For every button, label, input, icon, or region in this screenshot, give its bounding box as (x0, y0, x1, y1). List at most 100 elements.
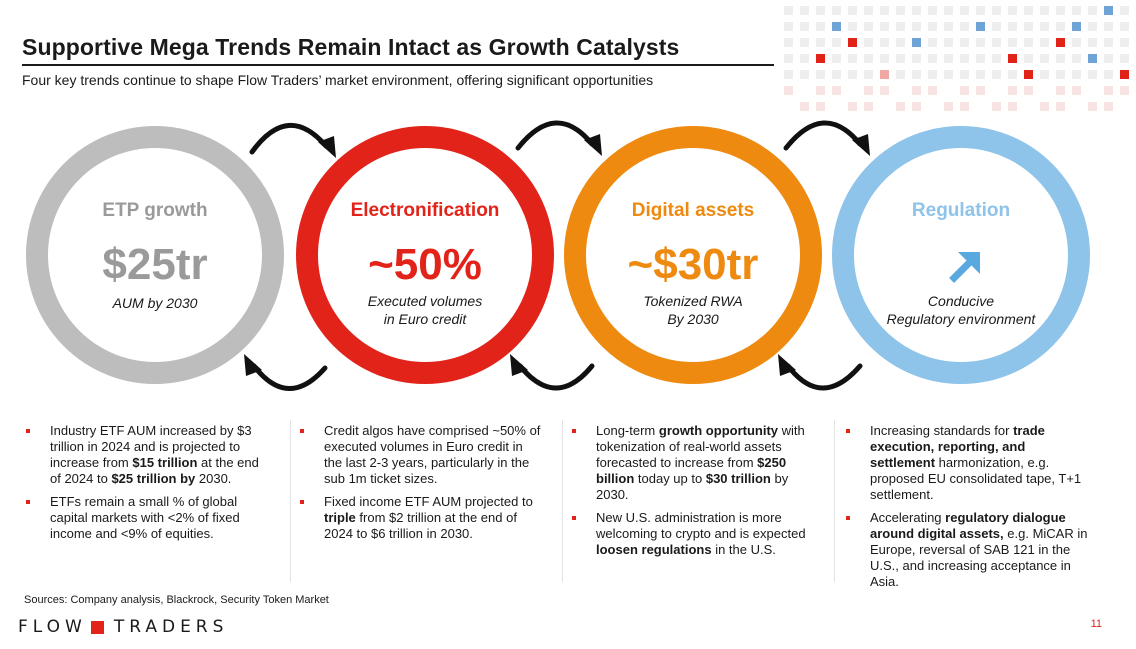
arrow-up-right-icon (949, 252, 980, 283)
bullet-column-regulation: Increasing standards for trade execution… (844, 423, 1089, 597)
bullet-text: today up to (634, 471, 706, 486)
bullet-bold-text: $250 billion (596, 455, 787, 486)
deco-pixel (960, 70, 969, 79)
deco-pixel (880, 70, 889, 79)
bullet-text: Long-term (596, 423, 659, 438)
deco-pixel (1040, 70, 1049, 79)
bullet-item: Credit algos have comprised ~50% of exec… (298, 423, 543, 487)
deco-pixel (1104, 22, 1113, 31)
trend-desc-line: Regulatory environment (886, 311, 1036, 327)
deco-pixel (880, 38, 889, 47)
deco-pixel (1120, 70, 1129, 79)
deco-pixel (1024, 22, 1033, 31)
bullet-item: Accelerating regulatory dialogue around … (844, 510, 1089, 590)
deco-pixel (960, 22, 969, 31)
deco-pixel (1024, 86, 1033, 95)
deco-pixel (816, 54, 825, 63)
bullet-text: harmonization, e.g. proposed EU consolid… (870, 455, 1082, 502)
deco-pixel (1088, 70, 1097, 79)
deco-pixel (944, 22, 953, 31)
trend-desc-line: in Euro credit (383, 311, 467, 327)
deco-pixel (1120, 38, 1129, 47)
page-subtitle: Four key trends continue to shape Flow T… (22, 72, 654, 88)
trend-label-regulation: Regulation (911, 200, 1011, 221)
deco-pixel (1072, 70, 1081, 79)
deco-pixel (912, 38, 921, 47)
trend-desc-line: AUM by 2030 (112, 295, 198, 311)
deco-pixel (896, 102, 905, 111)
deco-pixel (1040, 38, 1049, 47)
deco-pixel (912, 6, 921, 15)
cycle-arrow-top-2 (515, 120, 595, 151)
trend-circles (26, 120, 1090, 391)
bullet-text: Increasing standards for (870, 423, 1014, 438)
deco-pixel (944, 102, 953, 111)
bullet-text: Industry ETF AUM increased by $3 trillio… (50, 423, 252, 470)
digital-assets-ring (564, 126, 822, 384)
trend-desc-line: Executed volumes (367, 293, 483, 309)
deco-pixel (928, 70, 937, 79)
deco-pixel (912, 102, 921, 111)
deco-pixel (1008, 22, 1017, 31)
bullet-bold-text: growth opportunity (658, 423, 779, 438)
deco-pixel (1056, 54, 1065, 63)
deco-pixel (1024, 6, 1033, 15)
deco-pixel (992, 38, 1001, 47)
trend-label-electronification: Electronification (350, 200, 500, 221)
sources-note: Sources: Company analysis, Blackrock, Se… (24, 594, 329, 606)
bullet-text: Fixed income ETF AUM projected to (324, 494, 533, 509)
deco-pixel (928, 22, 937, 31)
bullet-text: Accelerating (870, 510, 946, 525)
logo-text-left: FLOW (18, 617, 87, 637)
deco-pixel (816, 86, 825, 95)
bullet-column-etp: Industry ETF AUM increased by $3 trillio… (24, 423, 269, 549)
cycle-arrow-bottom-2 (517, 363, 595, 391)
deco-pixel (1104, 6, 1113, 15)
deco-pixel (1056, 6, 1065, 15)
bullet-text: at the end of 2024 to (50, 455, 259, 486)
deco-pixel (864, 38, 873, 47)
bullet-bold-text: loosen regulations (596, 542, 712, 557)
bullet-text: 2030. (195, 471, 232, 486)
bullet-item: Industry ETF AUM increased by $3 trillio… (24, 423, 269, 487)
deco-pixel (1056, 22, 1065, 31)
deco-pixel (784, 70, 793, 79)
bullet-column-digital-assets: Long-term growth opportunity with tokeni… (570, 423, 815, 565)
arrowhead-top-3 (852, 134, 870, 156)
trend-value-electronification: ~50% (368, 240, 482, 289)
deco-pixel (1088, 6, 1097, 15)
deco-pixel (816, 38, 825, 47)
bullet-bold-text: $15 trillion (132, 455, 198, 470)
arrowhead-top-2 (584, 134, 602, 156)
deco-pixel (864, 86, 873, 95)
deco-pixel (928, 38, 937, 47)
deco-pixel (800, 70, 809, 79)
deco-pixel (800, 102, 809, 111)
deco-pixel (864, 102, 873, 111)
bullet-text: ETFs remain a small % of global capital … (50, 494, 240, 541)
deco-pixel (832, 6, 841, 15)
bullet-list: Industry ETF AUM increased by $3 trillio… (24, 423, 269, 542)
deco-pixel (896, 38, 905, 47)
deco-pixel (976, 70, 985, 79)
bullet-list: Long-term growth opportunity with tokeni… (570, 423, 815, 558)
deco-pixel (1040, 102, 1049, 111)
deco-pixel (896, 6, 905, 15)
deco-pixel (960, 38, 969, 47)
deco-pixel (1056, 38, 1065, 47)
bullet-item: Fixed income ETF AUM projected to triple… (298, 494, 543, 542)
deco-pixel (1040, 22, 1049, 31)
deco-pixel (1040, 6, 1049, 15)
bullet-item: ETFs remain a small % of global capital … (24, 494, 269, 542)
deco-pixel (992, 54, 1001, 63)
deco-pixel (1024, 70, 1033, 79)
deco-pixel (992, 102, 1001, 111)
logo-text-right: TRADERS (113, 617, 229, 637)
bullet-text: by 2030. (596, 471, 789, 502)
deco-pixel (784, 86, 793, 95)
deco-pixel (832, 54, 841, 63)
deco-pixel (880, 6, 889, 15)
deco-pixel (1104, 70, 1113, 79)
deco-pixel (944, 54, 953, 63)
deco-pixel (912, 70, 921, 79)
